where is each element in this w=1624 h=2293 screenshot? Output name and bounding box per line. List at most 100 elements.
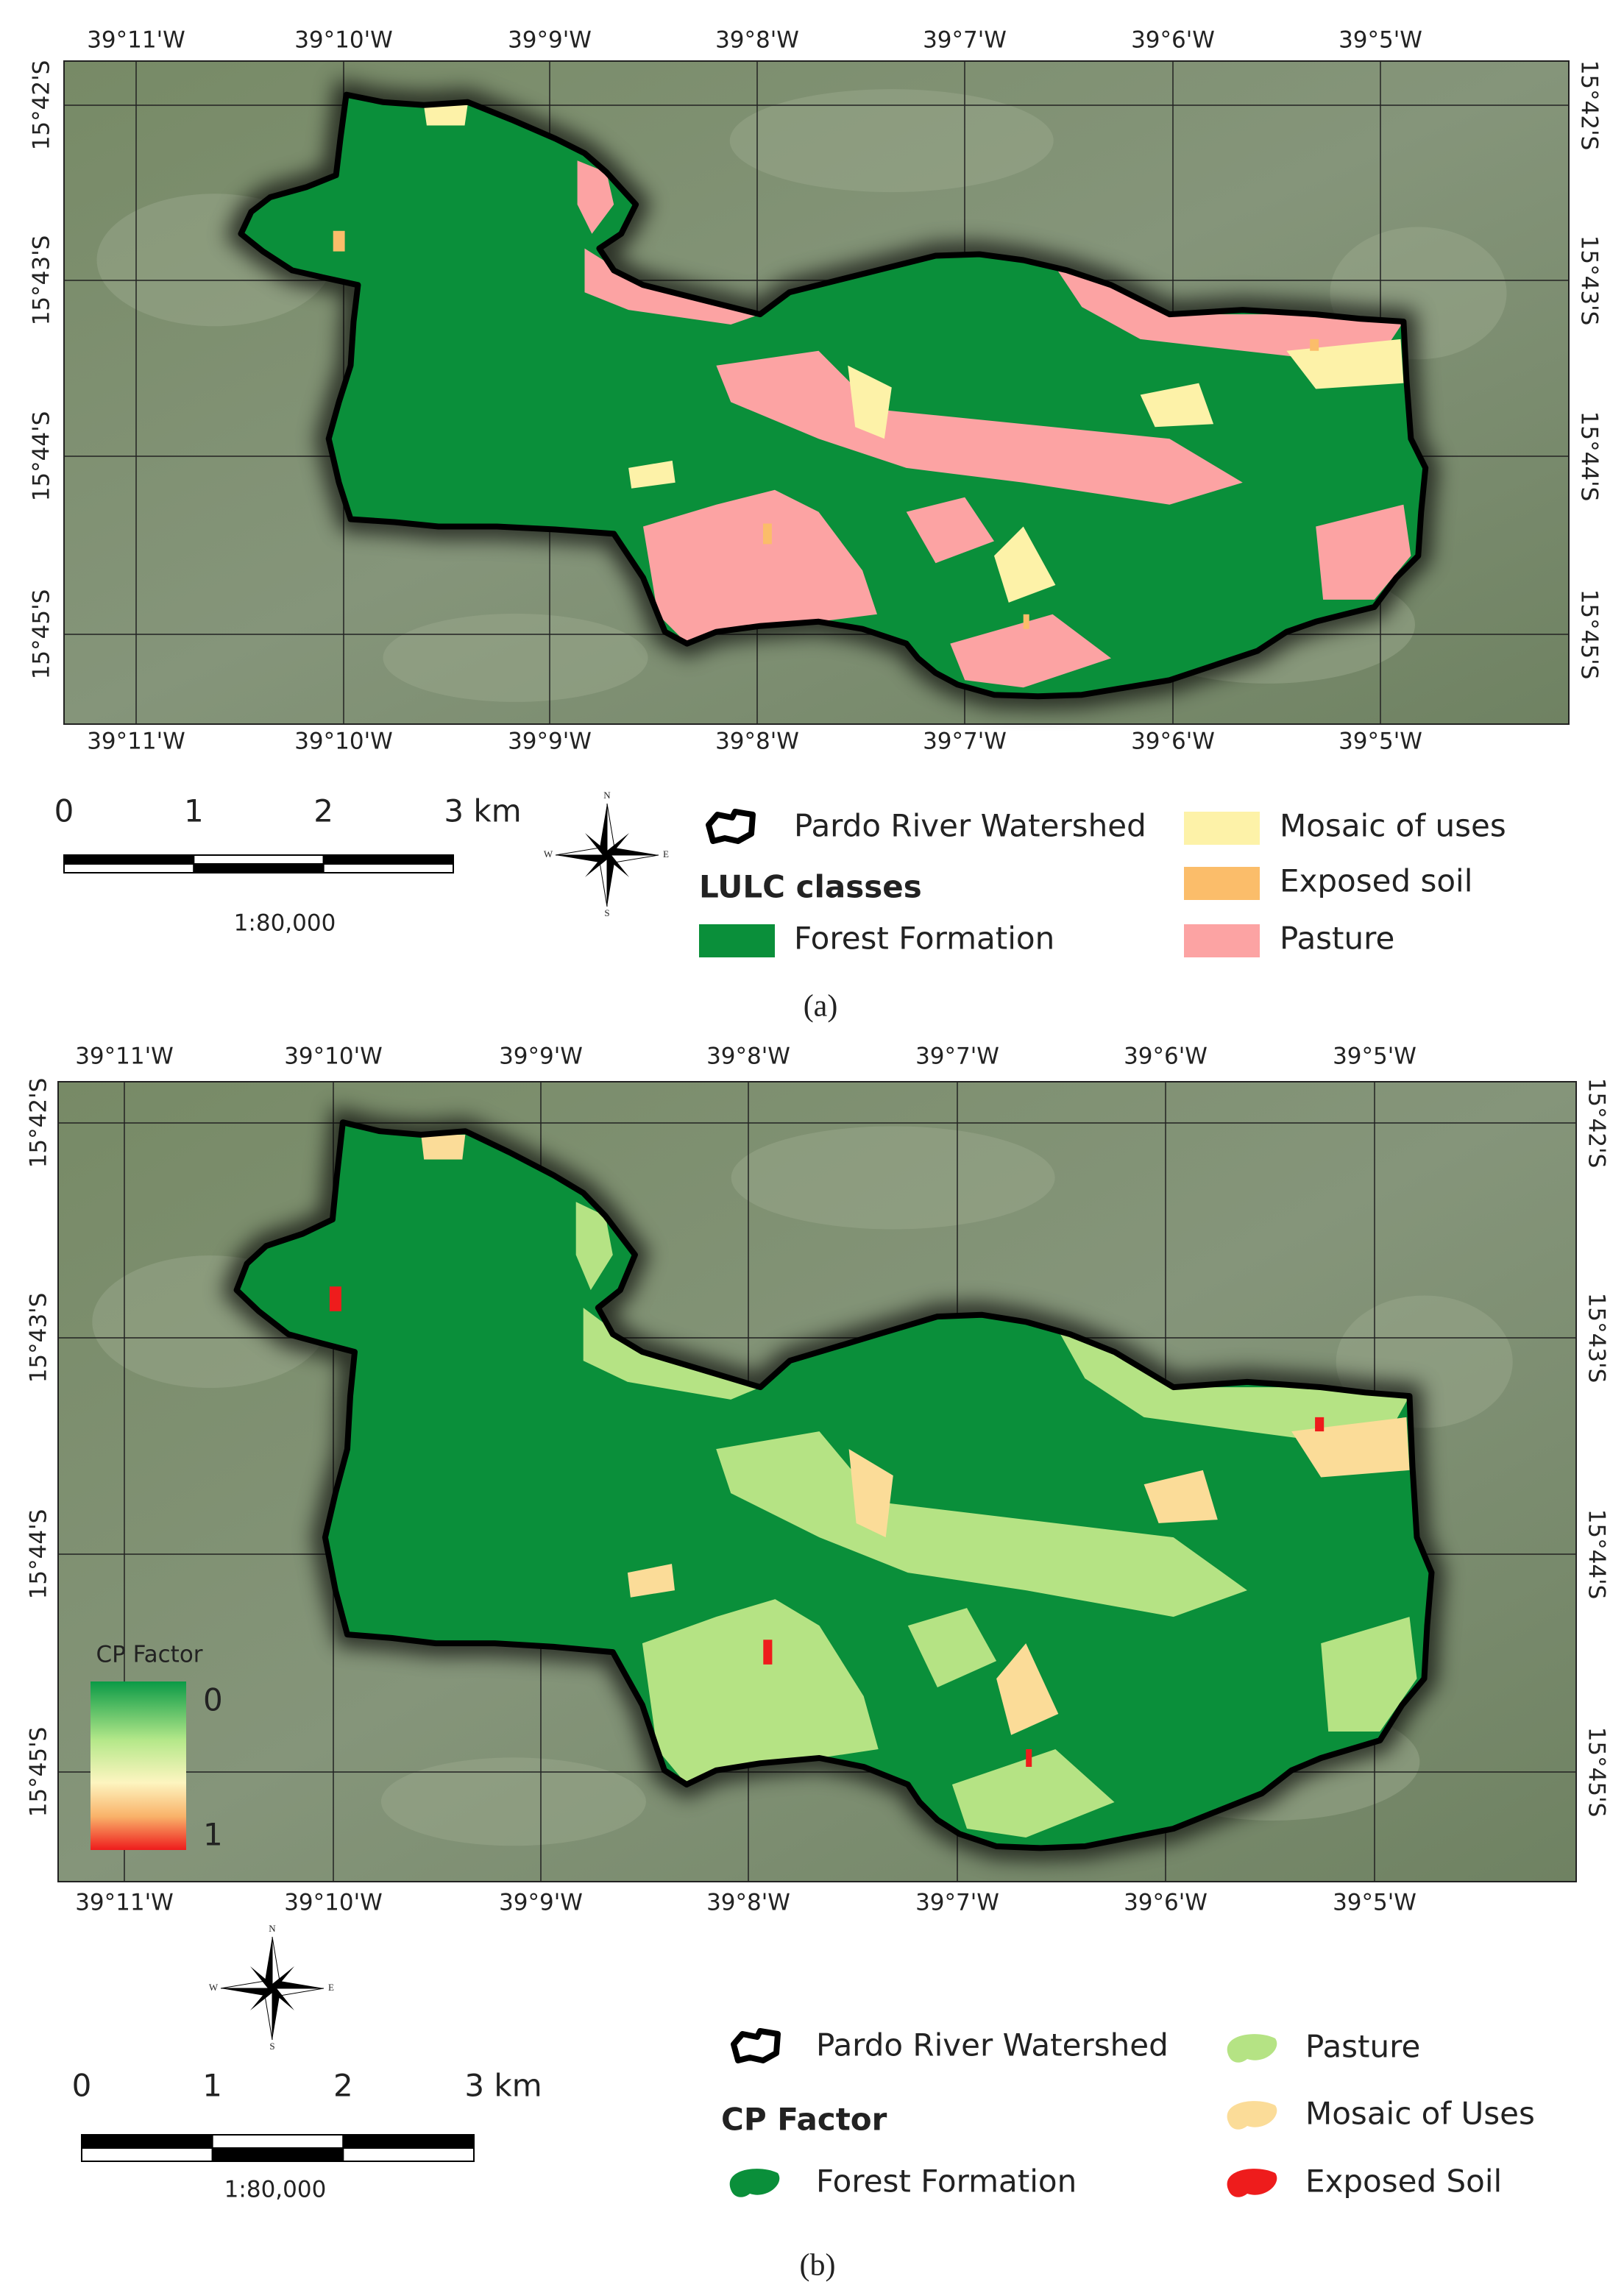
legend-label: Exposed soil bbox=[1280, 863, 1472, 899]
legend-swatch bbox=[1227, 2169, 1277, 2197]
scale-ratio: 1:80,000 bbox=[224, 2177, 327, 2203]
map-frame bbox=[63, 60, 1570, 725]
terrain-patch bbox=[380, 1757, 646, 1846]
scale-bar-segment bbox=[342, 2134, 475, 2149]
pasture-patch bbox=[642, 1599, 879, 1785]
pasture-patch bbox=[643, 489, 877, 644]
pasture-patch bbox=[1321, 1617, 1417, 1732]
colorbar bbox=[91, 1681, 186, 1850]
mosaic-patch bbox=[994, 526, 1056, 603]
legend-label: Exposed Soil bbox=[1305, 2163, 1502, 2200]
watershed-icon bbox=[731, 2028, 781, 2063]
pasture-patch bbox=[716, 1431, 1247, 1617]
legend-swatch bbox=[699, 924, 775, 957]
lon-label: 39°6'W bbox=[1124, 1043, 1208, 1070]
mosaic-patch bbox=[1143, 1470, 1218, 1523]
terrain-patch bbox=[731, 1126, 1055, 1230]
map-panel: 39°11'W 39°11'W 39°10'W 39°10'W 39°9'W 39°9'W… bbox=[26, 1043, 1610, 2283]
legend-swatch bbox=[1227, 2034, 1277, 2063]
terrain-patch bbox=[729, 89, 1054, 193]
exposed-patch bbox=[1026, 1749, 1032, 1767]
legend-label: Mosaic of Uses bbox=[1305, 2096, 1535, 2132]
legend-swatch bbox=[1184, 924, 1260, 957]
legend-label: Pasture bbox=[1280, 921, 1394, 957]
lat-label: 15°42'S bbox=[26, 1078, 52, 1169]
scale-bar-segment bbox=[322, 863, 454, 873]
lon-label: 39°5'W bbox=[1333, 1043, 1416, 1070]
lon-label: 39°9'W bbox=[508, 27, 592, 54]
exposed-patch bbox=[1023, 614, 1029, 629]
mosaic-patch bbox=[848, 365, 892, 439]
pasture-patch bbox=[575, 1202, 613, 1291]
scale-ratio: 1:80,000 bbox=[234, 910, 336, 937]
legend-label: Pardo River Watershed bbox=[794, 808, 1146, 844]
scale-label: 3 km bbox=[464, 2068, 542, 2104]
lon-label: 39°10'W bbox=[284, 1890, 383, 1916]
scale-label: 0 bbox=[54, 793, 74, 829]
lon-label: 39°9'W bbox=[499, 1890, 583, 1916]
mosaic-patch bbox=[1140, 383, 1214, 428]
compass-letter: N bbox=[269, 1923, 276, 1934]
mosaic-patch bbox=[1291, 1417, 1410, 1478]
watershed-icon bbox=[706, 809, 756, 844]
exposed-patch bbox=[763, 523, 772, 545]
scale-label: 2 bbox=[333, 2068, 353, 2104]
lat-label: 15°43'S bbox=[1576, 235, 1603, 326]
scale-bar-segment bbox=[211, 2147, 344, 2162]
lon-label: 39°8'W bbox=[706, 1890, 790, 1916]
lon-label: 39°11'W bbox=[75, 1890, 174, 1916]
class-patches bbox=[333, 104, 1411, 688]
colorbar-title: CP Factor bbox=[96, 1642, 202, 1668]
legend-label: Pardo River Watershed bbox=[816, 2027, 1169, 2063]
watershed-outline bbox=[238, 91, 1429, 700]
lon-label: 39°5'W bbox=[1338, 729, 1422, 755]
lat-label: 15°42'S bbox=[29, 60, 55, 151]
pasture-patch bbox=[716, 350, 1243, 505]
lon-label: 39°10'W bbox=[294, 27, 393, 54]
lat-label: 15°45'S bbox=[1576, 589, 1603, 680]
legend-label: Pasture bbox=[1305, 2029, 1420, 2065]
legend-label: Forest Formation bbox=[816, 2163, 1077, 2200]
colorbar-label: 0 bbox=[203, 1682, 223, 1718]
legend-heading: CP Factor bbox=[721, 2102, 887, 2138]
legend-label: Mosaic of uses bbox=[1280, 808, 1506, 844]
mosaic-patch bbox=[996, 1643, 1059, 1735]
scale-label: 0 bbox=[72, 2068, 92, 2104]
legend-swatch bbox=[1227, 2101, 1277, 2130]
mosaic-patch bbox=[421, 1135, 466, 1160]
exposed-patch bbox=[1310, 339, 1319, 351]
lon-label: 39°8'W bbox=[715, 27, 799, 54]
lat-label: 15°45'S bbox=[26, 1727, 52, 1818]
lon-label: 39°10'W bbox=[294, 729, 393, 755]
lat-label: 15°42'S bbox=[1576, 60, 1603, 151]
pasture-patch bbox=[950, 614, 1111, 688]
lon-label: 39°7'W bbox=[915, 1890, 999, 1916]
lat-label: 15°45'S bbox=[1584, 1727, 1610, 1818]
exposed-patch bbox=[333, 230, 345, 252]
exposed-patch bbox=[763, 1640, 773, 1665]
scale-bar-segment bbox=[211, 2134, 344, 2149]
lon-label: 39°11'W bbox=[75, 1043, 174, 1070]
exposed-patch bbox=[1315, 1417, 1325, 1432]
lon-label: 39°10'W bbox=[284, 1043, 383, 1070]
lon-label: 39°8'W bbox=[706, 1043, 790, 1070]
lat-label: 15°43'S bbox=[1584, 1293, 1610, 1383]
compass-diagonal bbox=[250, 1966, 294, 2010]
legend-heading: LULC classes bbox=[699, 869, 922, 905]
mosaic-patch bbox=[627, 1564, 675, 1598]
scale-bar-segment bbox=[193, 863, 325, 873]
scale-label: 1 bbox=[202, 2068, 222, 2104]
compass-letter: W bbox=[209, 1982, 219, 1993]
watershed-outline bbox=[233, 1119, 1435, 1851]
scale-label: 1 bbox=[184, 793, 204, 829]
scale-bar-segment bbox=[63, 863, 195, 873]
mosaic-patch bbox=[1286, 339, 1404, 389]
lon-label: 39°6'W bbox=[1131, 729, 1215, 755]
scale-bar-segment bbox=[193, 854, 325, 865]
lat-label: 15°43'S bbox=[29, 235, 55, 326]
compass-letter: E bbox=[328, 1982, 334, 1993]
lon-label: 39°6'W bbox=[1131, 27, 1215, 54]
scale-bar-segment bbox=[342, 2147, 475, 2162]
